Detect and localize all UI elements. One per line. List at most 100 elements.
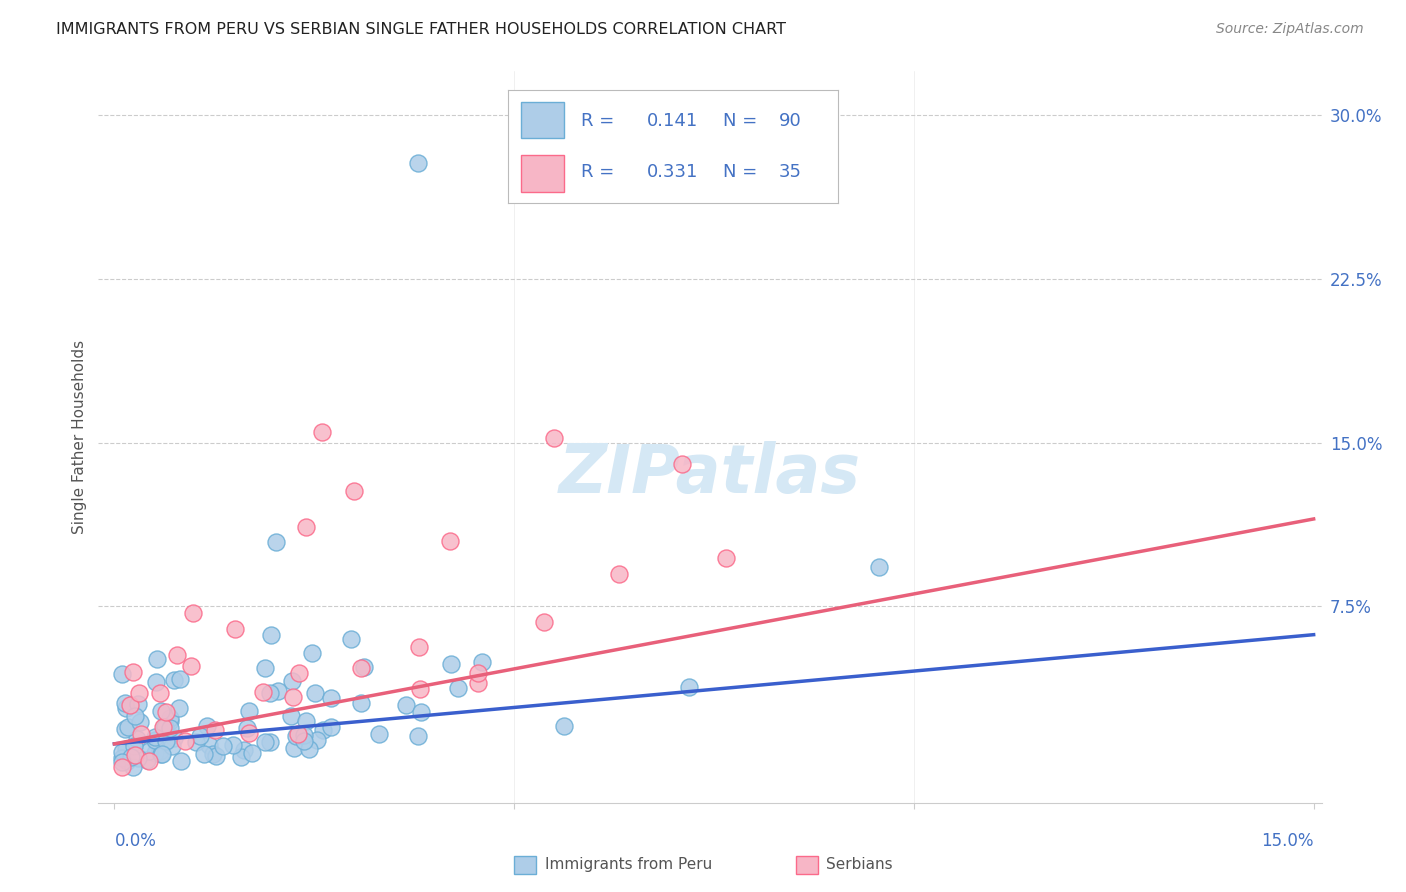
Point [138, 744, 160, 758]
Point [367, 727, 389, 741]
Point [292, 734, 315, 748]
Point [292, 728, 315, 742]
Point [138, 754, 160, 768]
Point [283, 741, 305, 756]
Point [146, 652, 169, 666]
Point [129, 727, 152, 741]
Point [395, 698, 418, 712]
Point [128, 698, 150, 712]
Point [114, 701, 136, 715]
Point [159, 711, 181, 725]
Point [307, 732, 329, 747]
Point [311, 425, 333, 439]
Point [406, 156, 429, 170]
Point [253, 661, 276, 675]
Point [533, 615, 555, 630]
Point [408, 640, 430, 654]
Point [353, 660, 375, 674]
Point [236, 722, 259, 736]
Point [714, 551, 737, 566]
Text: ZIPatlas: ZIPatlas [560, 441, 860, 507]
Point [195, 719, 218, 733]
Point [169, 672, 191, 686]
Point [124, 747, 146, 762]
Point [159, 721, 181, 735]
Point [125, 732, 148, 747]
Text: Immigrants from Peru: Immigrants from Peru [546, 857, 713, 872]
Text: IMMIGRANTS FROM PERU VS SERBIAN SINGLE FATHER HOUSEHOLDS CORRELATION CHART: IMMIGRANTS FROM PERU VS SERBIAN SINGLE F… [56, 22, 786, 37]
Point [166, 648, 188, 663]
Point [288, 665, 311, 680]
Point [321, 721, 343, 735]
Point [170, 754, 193, 768]
Point [117, 720, 139, 734]
Point [266, 683, 288, 698]
Point [240, 746, 263, 760]
Point [553, 719, 575, 733]
Point [287, 727, 309, 741]
Point [340, 632, 363, 646]
Point [122, 760, 145, 774]
Point [114, 723, 136, 737]
Point [111, 755, 134, 769]
Point [671, 458, 693, 472]
Point [122, 665, 145, 680]
Point [155, 720, 177, 734]
Point [295, 520, 318, 534]
Point [221, 738, 243, 752]
Point [155, 734, 177, 748]
Point [180, 659, 202, 673]
Point [343, 483, 366, 498]
Point [259, 686, 281, 700]
Point [152, 720, 174, 734]
Point [259, 735, 281, 749]
Point [202, 747, 225, 762]
Point [204, 723, 226, 737]
Point [233, 742, 256, 756]
Point [111, 745, 134, 759]
Point [283, 690, 305, 704]
Point [301, 647, 323, 661]
Point [678, 680, 700, 694]
Text: Source: ZipAtlas.com: Source: ZipAtlas.com [1216, 22, 1364, 37]
Point [167, 701, 190, 715]
Point [252, 685, 274, 699]
Point [143, 732, 166, 747]
Point [211, 739, 233, 754]
Point [111, 666, 134, 681]
Point [111, 760, 134, 774]
Point [321, 690, 343, 705]
Point [285, 729, 308, 743]
Point [150, 747, 173, 762]
Point [149, 744, 172, 758]
Point [129, 714, 152, 729]
Point [467, 665, 489, 680]
Point [197, 738, 219, 752]
Point [304, 686, 326, 700]
Point [264, 534, 287, 549]
Point [295, 714, 318, 728]
Point [181, 606, 204, 620]
Point [160, 739, 183, 754]
Point [120, 698, 142, 713]
Point [350, 661, 373, 675]
Point [238, 726, 260, 740]
Text: 0.0%: 0.0% [114, 832, 156, 850]
Text: Serbians: Serbians [827, 857, 893, 872]
Point [111, 751, 134, 765]
Point [120, 749, 142, 764]
Point [312, 723, 335, 738]
Point [229, 749, 252, 764]
Point [409, 681, 432, 696]
Point [607, 567, 630, 582]
Point [350, 696, 373, 710]
Point [135, 753, 157, 767]
Point [145, 675, 167, 690]
Point [163, 673, 186, 688]
Point [868, 559, 890, 574]
Point [280, 674, 302, 689]
Point [115, 754, 138, 768]
Point [114, 696, 136, 710]
Point [446, 681, 468, 695]
Point [205, 748, 228, 763]
